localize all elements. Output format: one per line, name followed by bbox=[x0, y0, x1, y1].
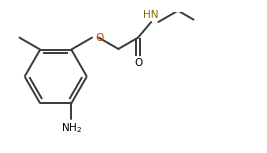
Text: HN: HN bbox=[143, 10, 159, 20]
Text: O: O bbox=[134, 58, 142, 68]
Text: NH$_2$: NH$_2$ bbox=[61, 121, 82, 135]
Text: O: O bbox=[95, 33, 103, 43]
